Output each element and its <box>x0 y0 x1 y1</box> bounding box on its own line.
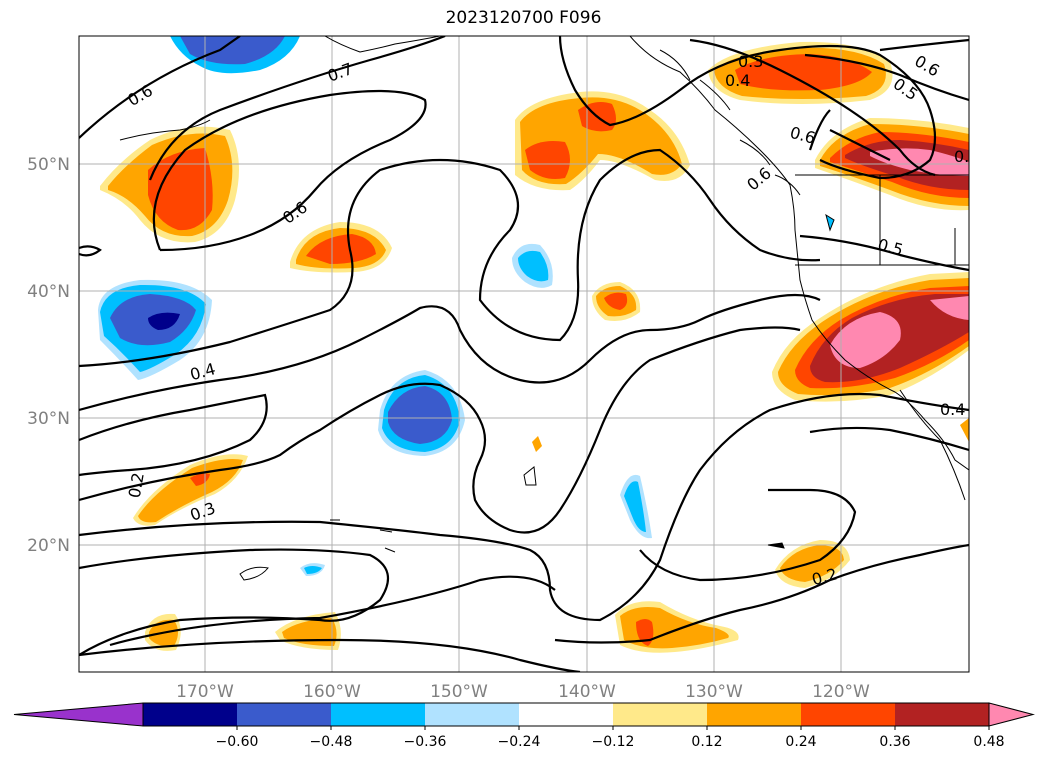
contour-line <box>109 575 556 647</box>
contour-line <box>804 53 969 102</box>
lon-label: 130°W <box>685 682 743 702</box>
colorbar-segment <box>143 703 237 726</box>
contour-line <box>879 38 969 52</box>
colorbar-tick-label: −0.36 <box>404 734 447 750</box>
colorbar-outline <box>142 702 990 727</box>
colorbar-segment <box>519 703 613 726</box>
contour-line <box>79 245 102 257</box>
colorbar-segment <box>331 703 425 726</box>
contour-line <box>79 293 821 412</box>
colorbar-tick-label: −0.48 <box>310 734 353 750</box>
colorbar-under-arrow <box>13 702 144 727</box>
colorbar-tick-label: −0.60 <box>216 734 259 750</box>
contour-line <box>148 36 446 181</box>
contour-line <box>639 488 857 582</box>
contour-line <box>79 326 801 534</box>
colorbar-tick-label: 0.36 <box>879 734 910 750</box>
anomaly-fill-layer <box>98 36 969 653</box>
contour-label: 0.2 <box>125 471 148 499</box>
colorbar-segment <box>707 703 801 726</box>
colorbar: −0.60 −0.48 −0.36 −0.24 −0.12 0.12 0.24 0.36 0.4… <box>13 702 1035 750</box>
lon-label: 160°W <box>303 682 361 702</box>
colorbar-over-arrow <box>988 702 1035 727</box>
contour-line <box>79 36 241 139</box>
map-gridlines <box>79 36 969 672</box>
contour-line <box>689 38 936 177</box>
map-title: 2023120700 F096 <box>445 8 602 28</box>
contour-line <box>79 548 390 656</box>
latitude-labels: 50°N 40°N 30°N 20°N <box>27 155 70 556</box>
contour-label: 0.3 <box>954 147 979 166</box>
contour-line <box>799 234 969 272</box>
positive-anomaly-peak <box>870 148 969 176</box>
colorbar-segment <box>237 703 331 726</box>
lon-label: 170°W <box>176 682 234 702</box>
lat-label: 30°N <box>27 409 70 429</box>
contour-label: 0.3 <box>738 52 763 71</box>
colorbar-tick-label: −0.12 <box>592 734 635 750</box>
positive-anomaly-peak <box>830 312 901 368</box>
positive-anomaly-core <box>148 148 213 231</box>
positive-anomaly-core <box>604 292 628 310</box>
positive-anomaly-core <box>735 54 872 91</box>
longitude-labels: 170°W 160°W 150°W 140°W 130°W 120°W <box>176 682 870 702</box>
lat-label: 40°N <box>27 282 70 302</box>
coastlines <box>119 36 969 581</box>
colorbar-tick-label: 0.24 <box>785 734 816 750</box>
contour-line <box>79 638 581 672</box>
positive-anomaly-peak <box>930 296 969 320</box>
contour-line <box>79 393 268 477</box>
positive-anomaly-area <box>960 418 969 442</box>
lat-label: 20°N <box>27 536 70 556</box>
colorbar-tick-label: 0.12 <box>691 734 722 750</box>
colorbar-segment <box>425 703 519 726</box>
negative-anomaly-area <box>518 250 549 282</box>
positive-anomaly-area <box>532 436 542 452</box>
negative-anomaly-core <box>180 36 285 65</box>
lon-label: 150°W <box>430 682 488 702</box>
colorbar-segment <box>613 703 707 726</box>
colorbar-tick-label: −0.24 <box>498 734 541 750</box>
contour-line <box>79 148 821 368</box>
contour-line <box>79 392 969 622</box>
contour-line <box>809 426 969 452</box>
lat-label: 50°N <box>27 155 70 175</box>
positive-anomaly-core <box>306 234 376 264</box>
contour-label: 0.4 <box>940 400 965 419</box>
contour-line <box>558 36 937 180</box>
contour-lines <box>79 36 969 672</box>
negative-anomaly-area <box>624 481 646 532</box>
positive-anomaly-core <box>525 141 570 179</box>
lon-label: 140°W <box>558 682 616 702</box>
negative-anomaly-area <box>304 566 322 574</box>
contour-line <box>152 89 427 252</box>
lon-label: 120°W <box>812 682 870 702</box>
positive-anomaly-area <box>138 459 243 523</box>
contour-line <box>808 109 891 161</box>
colorbar-tick-label: 0.48 <box>973 734 1004 750</box>
map-plot-area: 0.6 0.7 0.6 0.4 0.3 0.2 0.3 0.3 0.4 0.6 … <box>79 36 979 672</box>
negative-anomaly-core <box>148 312 180 330</box>
negative-anomaly-core <box>388 386 452 444</box>
map-frame <box>78 35 970 673</box>
colorbar-segment <box>801 703 895 726</box>
contour-label: 0.4 <box>725 71 750 90</box>
contour-line <box>554 543 969 644</box>
colorbar-segment <box>895 703 989 726</box>
